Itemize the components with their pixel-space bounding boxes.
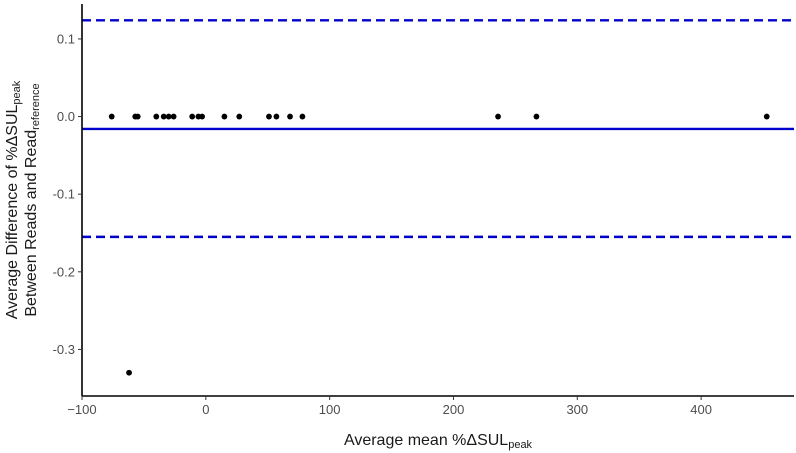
axes bbox=[81, 4, 794, 397]
data-point bbox=[273, 113, 280, 120]
y-tick-label: -0.1 bbox=[53, 187, 75, 202]
y-axis-title-line-1: Average Difference of %ΔSULpeak bbox=[4, 80, 23, 319]
x-tick-label: 0 bbox=[202, 402, 209, 417]
x-tick-label: 300 bbox=[566, 402, 588, 417]
y-axis-title-line-1-subscript: peak bbox=[11, 80, 23, 104]
y-tick-label: -0.2 bbox=[53, 264, 75, 279]
y-axis-title-line-2-subscript: reference bbox=[30, 83, 42, 129]
y-tick-label: -0.3 bbox=[53, 342, 75, 357]
y-axis-title-line-2: Between Reads and Readreference bbox=[23, 83, 42, 316]
data-point bbox=[199, 113, 206, 120]
data-point bbox=[495, 113, 501, 120]
data-point bbox=[189, 113, 196, 120]
data-point bbox=[266, 113, 272, 120]
data-point bbox=[287, 113, 293, 120]
data-points bbox=[108, 113, 770, 376]
x-axis-title-subscript: peak bbox=[508, 439, 532, 451]
data-point bbox=[160, 113, 167, 120]
data-point bbox=[134, 113, 141, 120]
y-tick-label: 0.0 bbox=[57, 109, 75, 124]
y-axis-ticks: 0.1 0.0 -0.1 -0.2 -0.3 bbox=[53, 31, 82, 357]
x-tick-label: −100 bbox=[67, 402, 96, 417]
data-point bbox=[221, 113, 228, 120]
data-point bbox=[533, 113, 540, 120]
data-point bbox=[236, 113, 243, 120]
data-point bbox=[153, 113, 160, 120]
data-point bbox=[763, 113, 770, 120]
x-tick-label: 400 bbox=[690, 402, 712, 417]
x-axis-title: Average mean %ΔSULpeak bbox=[344, 432, 533, 451]
data-point bbox=[299, 113, 306, 120]
x-axis-ticks: −100 0 100 200 300 400 bbox=[67, 396, 712, 417]
y-axis-title: Average Difference of %ΔSULpeak Between … bbox=[4, 80, 42, 319]
reference-lines bbox=[82, 19, 794, 239]
x-axis-title-main: Average mean %ΔSUL bbox=[344, 432, 508, 449]
y-axis-title-line-1-main: Average Difference of %ΔSUL bbox=[4, 105, 21, 320]
x-tick-label: 200 bbox=[443, 402, 465, 417]
data-point bbox=[170, 113, 177, 120]
data-point bbox=[126, 369, 132, 376]
data-point bbox=[108, 113, 115, 120]
y-tick-label: 0.1 bbox=[57, 31, 75, 46]
y-axis-title-line-2-main: Between Reads and Read bbox=[23, 130, 40, 317]
x-tick-label: 100 bbox=[319, 402, 341, 417]
data-point bbox=[165, 113, 172, 120]
